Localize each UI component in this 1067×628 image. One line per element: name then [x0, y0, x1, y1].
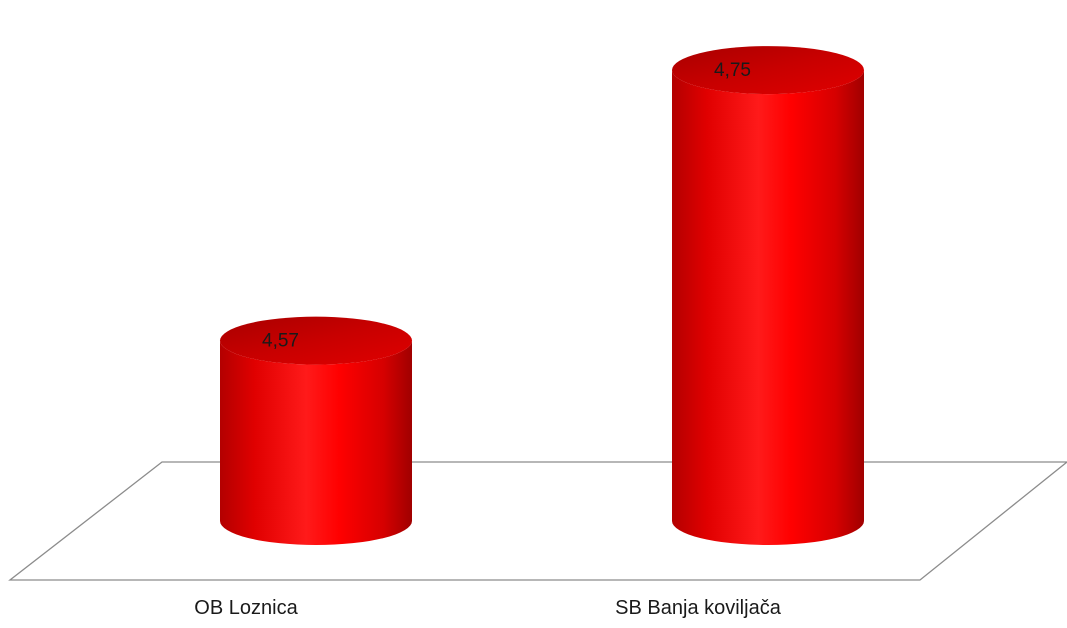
bar-1 [672, 46, 864, 545]
data-label-1: 4,75 [714, 60, 751, 81]
bars-group [220, 46, 864, 545]
category-label-0: OB Loznica [194, 597, 298, 619]
bar-top-0 [220, 316, 412, 365]
labels-group: 4,57 OB Loznica 4,75 SB Banja koviljača [194, 60, 781, 619]
bar-0 [220, 316, 412, 545]
category-label-1: SB Banja koviljača [615, 597, 782, 619]
bar-top-1 [672, 46, 864, 95]
bar-body-1 [672, 70, 864, 545]
chart-floor [8, 461, 1067, 581]
bar-body-0 [220, 340, 412, 545]
data-label-0: 4,57 [262, 331, 299, 352]
